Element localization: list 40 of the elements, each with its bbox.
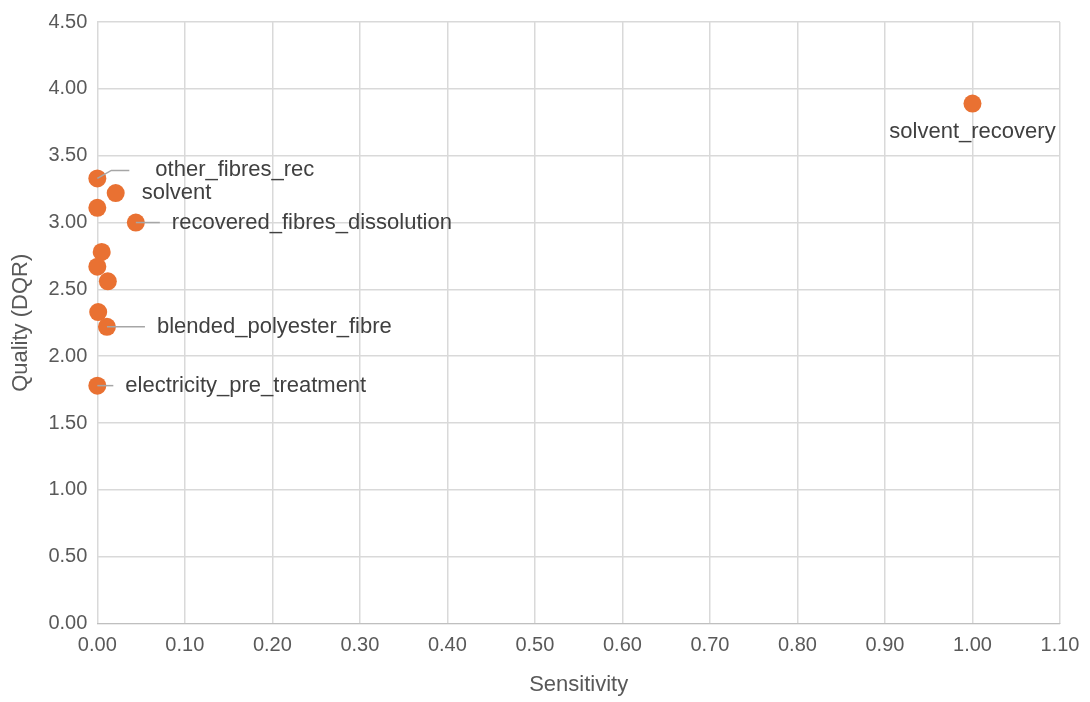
x-tick-label: 0.30	[340, 633, 380, 656]
point	[88, 376, 107, 395]
x-tick-label: 0.50	[515, 633, 555, 656]
x-tick-label: 0.10	[165, 633, 205, 656]
y-tick-label: 3.50	[48, 143, 88, 166]
y-tick-label: 1.50	[48, 410, 88, 433]
y-tick-label: 1.00	[48, 477, 88, 500]
annotation: blended_polyester_fibre	[156, 312, 392, 338]
annotation: solvent_recovery	[889, 117, 1056, 143]
x-tick-label: 1.00	[953, 633, 992, 656]
x-tick-label: 0.20	[252, 633, 292, 656]
point	[92, 242, 111, 261]
y-tick-label: 3.00	[48, 210, 88, 233]
point	[126, 213, 145, 232]
point	[97, 317, 116, 336]
x-tick-label: 0.00	[77, 633, 117, 656]
x-tick-label: 0.40	[427, 633, 467, 656]
point	[106, 184, 125, 203]
point	[88, 257, 107, 276]
annotation: electricity_pre_treatment	[125, 371, 367, 397]
x-tick-label: 0.80	[777, 633, 817, 656]
x-tick-label: 1.10	[1040, 633, 1080, 656]
y-tick-label: 2.50	[48, 276, 88, 299]
x-tick-label: 0.70	[690, 633, 730, 656]
point	[963, 94, 982, 113]
annotation: recovered_fibres_dissolution	[171, 208, 452, 234]
point	[88, 198, 107, 217]
x-tick-label: 0.90	[865, 633, 905, 656]
annotation: other_fibres_rec	[155, 156, 315, 182]
x-axis-title: Sensitivity	[529, 670, 629, 696]
y-axis-title: Quality (DQR)	[7, 253, 33, 392]
y-tick-label: 2.00	[48, 343, 88, 366]
point	[88, 169, 107, 188]
point	[98, 272, 117, 291]
point	[89, 303, 108, 322]
y-tick-label: 4.50	[48, 9, 88, 32]
y-tick-label: 0.50	[48, 544, 88, 567]
y-tick-label: 4.00	[48, 76, 88, 99]
x-tick-label: 0.60	[602, 633, 642, 656]
y-tick-label: 0.00	[48, 611, 88, 634]
